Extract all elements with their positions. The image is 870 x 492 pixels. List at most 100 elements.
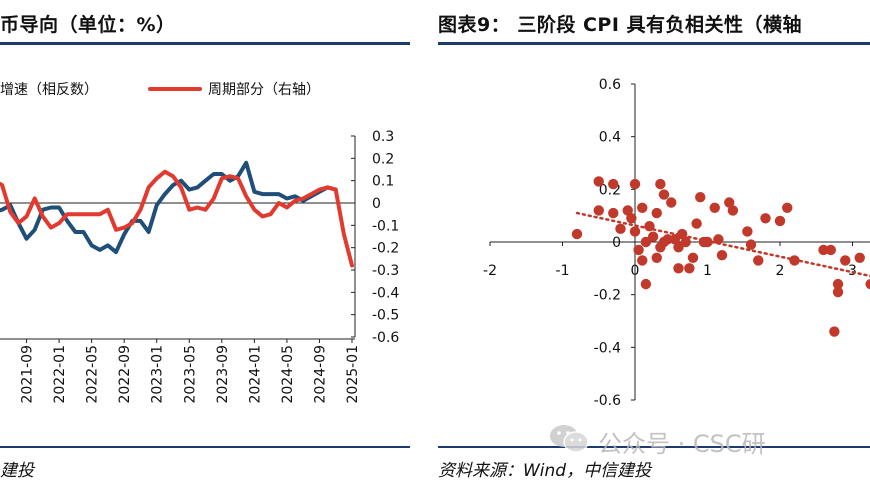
x-tick-label: -1: [556, 263, 570, 279]
scatter-point: [825, 244, 836, 256]
x-tick-label: 2024-05: [280, 345, 296, 404]
scatter-point: [832, 286, 844, 298]
right-y-tick-label: -0.5: [372, 308, 399, 324]
right-source-note: 资料来源：Wind，中信建投: [438, 461, 652, 481]
y-tick-label: -0.6: [594, 393, 621, 409]
scatter-point: [724, 197, 735, 208]
scatter-point: [818, 244, 829, 256]
x-tick-label: 2022-05: [85, 345, 101, 404]
scatter-point: [622, 205, 633, 216]
line-chart: 0.3 0.2 0.1 0 -0.1 -0.2 -0.3 -0.4 -0.5 -0.6 2021-0…: [0, 82, 399, 404]
scatter-point: [691, 218, 702, 229]
scatter-point: [865, 278, 870, 290]
scatter-point: [608, 207, 619, 219]
x-tick-label: 2023-01: [150, 345, 166, 404]
scatter-point: [647, 231, 659, 242]
scatter-point: [829, 326, 840, 337]
legend-label: 周期部分（右轴）: [208, 82, 320, 98]
scatter-point: [684, 263, 695, 274]
scatter-chart: 0.60.40.20-0.2-0.4-0.6-2-10123: [483, 77, 870, 409]
right-y-tick-label: -0.3: [372, 263, 399, 279]
right-y-tick-label: 0.1: [372, 174, 394, 190]
scatter-point: [727, 205, 739, 216]
scatter-point: [651, 252, 662, 263]
scatter-point: [640, 236, 652, 248]
scatter-point: [742, 226, 753, 237]
scatter-point: [713, 234, 724, 245]
right-y-tick-label: 0.2: [372, 151, 394, 167]
x-tick-label: 2: [776, 263, 785, 279]
right-y-tick-label: -0.1: [372, 218, 399, 234]
x-tick-label: 2024-09: [312, 345, 328, 404]
scatter-point: [629, 178, 641, 190]
scatter-point: [687, 252, 699, 263]
watermark-text: 公众号 · CSC研: [598, 429, 766, 458]
y-tick-label: 0: [612, 235, 621, 251]
x-tick-label: 2023-09: [215, 345, 231, 404]
scatter-point: [673, 263, 684, 274]
y-tick-label: 0.6: [599, 77, 621, 93]
scatter-point: [676, 228, 688, 240]
wechat-icon: [548, 422, 590, 460]
scatter-point: [593, 176, 604, 187]
scatter-point: [840, 255, 851, 266]
scatter-point: [666, 197, 677, 208]
right-title-rule: [438, 42, 870, 45]
scatter-point: [629, 226, 641, 237]
scatter-point: [633, 244, 644, 256]
x-tick-label: 2022-09: [117, 345, 133, 404]
series-line-2: [0, 169, 354, 268]
x-tick-label: 2021-05: [0, 345, 3, 404]
scatter-point: [745, 239, 757, 250]
scatter-point: [640, 278, 652, 290]
scatter-point: [637, 255, 648, 266]
right-bottom-rule: [438, 446, 870, 448]
left-title-rule: [0, 42, 410, 45]
scatter-point: [854, 252, 865, 263]
x-tick-label: -2: [483, 263, 497, 279]
scatter-point: [608, 178, 619, 190]
left-source-note: 建投: [0, 461, 34, 481]
scatter-point: [709, 202, 720, 213]
scatter-point: [695, 192, 706, 203]
scatter-point: [593, 205, 604, 216]
right-y-tick-label: -0.4: [372, 285, 399, 301]
scatter-point: [644, 221, 655, 232]
left-panel-title: 币导向（单位：%）: [0, 14, 176, 36]
x-tick-label: 2023-05: [182, 345, 198, 404]
scatter-point: [651, 207, 662, 219]
x-tick-label: 2022-01: [52, 345, 68, 404]
scatter-point: [702, 236, 713, 248]
scatter-point: [716, 249, 728, 261]
scatter-point: [782, 202, 793, 213]
scatter-point: [680, 236, 691, 248]
watermark: 公众号 · CSC研: [548, 422, 766, 460]
y-tick-label: -0.4: [594, 340, 621, 356]
x-tick-label: 1: [703, 263, 712, 279]
x-tick-label: 0: [631, 263, 640, 279]
scatter-point: [774, 215, 786, 227]
right-y-tick-label: -0.6: [372, 330, 399, 346]
scatter-point: [673, 242, 684, 253]
scatter-point: [658, 189, 670, 200]
x-tick-label: 2021-09: [20, 345, 36, 404]
legend-label: 增速（相反数）: [0, 82, 98, 98]
scatter-point: [760, 213, 771, 224]
y-tick-label: 0.4: [599, 130, 621, 146]
x-tick-label: 2025-01: [345, 345, 361, 404]
scatter-point: [832, 278, 844, 290]
scatter-point: [571, 228, 583, 240]
right-y-tick-label: -0.2: [372, 241, 399, 257]
left-bottom-rule: [0, 446, 410, 448]
scatter-point: [626, 213, 637, 224]
scatter-point: [789, 255, 800, 266]
right-panel-title: 图表9： 三阶段 CPI 具有负相关性（横轴: [438, 14, 803, 36]
y-tick-label: -0.2: [594, 288, 621, 304]
right-y-tick-label: 0.3: [372, 129, 394, 145]
trend-line: [575, 211, 870, 278]
scatter-point: [753, 255, 764, 266]
scatter-point: [662, 234, 673, 245]
scatter-point: [655, 178, 666, 190]
x-tick-label: 2024-01: [247, 345, 263, 404]
scatter-point: [637, 202, 648, 213]
